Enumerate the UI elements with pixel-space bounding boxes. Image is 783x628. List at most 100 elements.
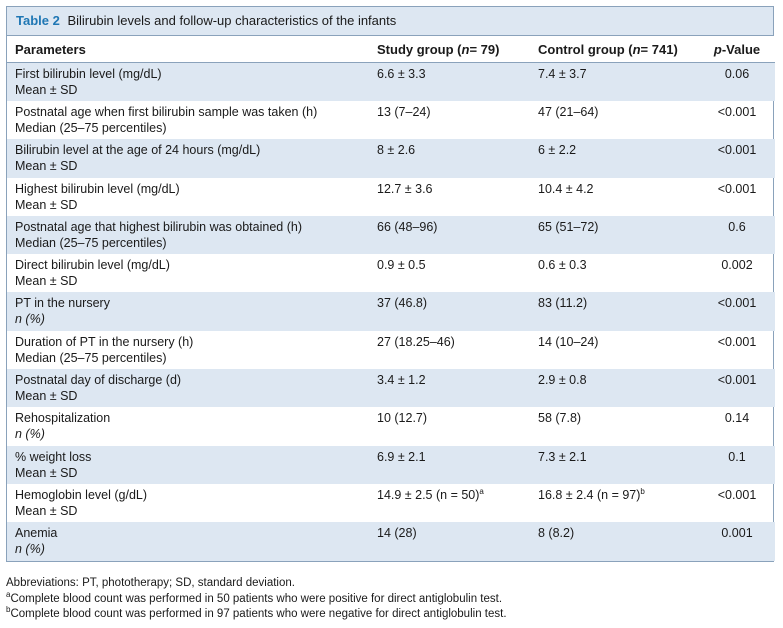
study-group-cell: 0.9 ± 0.5 (377, 258, 426, 273)
control-group-cell: 65 (51–72) (530, 215, 699, 255)
parameter-name: Anemia (15, 526, 58, 541)
p-value-cell: 0.6 (699, 215, 775, 255)
parameter-cell: Postnatal age when first bilirubin sampl… (7, 101, 369, 139)
study-group-cell: 14.9 ± 2.5 (n = 50)a (377, 486, 484, 502)
p-value-cell: 0.002 (721, 258, 753, 273)
control-group-cell: 83 (11.2) (530, 292, 699, 331)
p-value-cell: 0.06 (699, 62, 775, 101)
parameter-name: Rehospitalization (15, 411, 111, 426)
parameter-name: Duration of PT in the nursery (h) (15, 334, 194, 349)
parameter-statistic: n (%) (15, 312, 45, 327)
parameter-name: % weight loss (15, 449, 92, 464)
parameter-statistic: Median (25–75 percentiles) (15, 350, 167, 365)
table-row: Duration of PT in the nursery (h) Median … (7, 331, 775, 369)
p-value-cell: <0.001 (717, 487, 757, 502)
control-group-cell: 58 (7.8) (538, 411, 582, 426)
table-row: Hemoglobin level (g/dL) Mean ± SD 14.9 ± 2… (7, 484, 775, 522)
table-row: First bilirubin level (mg/dL) Mean ± SD 6.… (7, 62, 775, 101)
study-group-cell: 8 ± 2.6 (369, 139, 530, 178)
study-group-cell: 12.7 ± 3.6 (377, 181, 433, 196)
table-row: Highest bilirubin level (mg/dL) Mean ± SD… (7, 178, 775, 216)
parameter-name: Postnatal day of discharge (d) (15, 373, 182, 388)
study-group-cell: 6.6 ± 3.3 (369, 62, 530, 101)
p-value-cell: <0.001 (717, 105, 757, 119)
parameter-cell: PT in the nursery n (%) (7, 292, 369, 331)
parameter-statistic: Mean ± SD (15, 83, 78, 97)
parameter-statistic: Median (25–75 percentiles) (15, 121, 167, 135)
parameter-statistic: Mean ± SD (15, 197, 78, 212)
parameter-name: Highest bilirubin level (mg/dL) (15, 181, 180, 196)
parameter-name: First bilirubin level (mg/dL) (15, 67, 162, 81)
footnote-a: aComplete blood count was performed in 5… (6, 589, 503, 605)
parameter-cell: Direct bilirubin level (mg/dL) Mean ± SD (7, 254, 369, 292)
parameter-name: Direct bilirubin level (mg/dL) (15, 258, 170, 273)
study-group-cell: 3.4 ± 1.2 (369, 369, 530, 408)
parameter-name: Postnatal age when first bilirubin sampl… (15, 105, 318, 119)
control-group-cell: 7.3 ± 2.1 (530, 445, 699, 484)
header-p-value: p-Value (699, 36, 775, 63)
parameter-statistic: Mean ± SD (15, 503, 78, 518)
header-row: Parameters Study group (n= 79) Control g… (7, 36, 775, 63)
p-value-cell: 0.001 (699, 522, 775, 561)
table-label: Table 2 (16, 13, 60, 28)
p-value-cell: 0.1 (699, 445, 775, 484)
parameter-statistic: Mean ± SD (15, 274, 78, 289)
p-value-cell: <0.001 (699, 139, 775, 178)
parameter-cell: Duration of PT in the nursery (h) Median … (7, 331, 369, 369)
study-group-cell: 10 (12.7) (377, 411, 428, 426)
header-study-group: Study group (n= 79) (369, 36, 530, 63)
parameter-name: PT in the nursery (15, 296, 110, 311)
control-group-cell: 47 (21–64) (538, 105, 599, 119)
parameter-cell: First bilirubin level (mg/dL) Mean ± SD (7, 62, 369, 101)
parameter-cell: Anemia n (%) (7, 522, 369, 561)
data-table-frame: Table 2 Bilirubin levels and follow-up c… (6, 6, 775, 562)
control-group-cell: 0.6 ± 0.3 (538, 258, 587, 273)
control-group-cell: 6 ± 2.2 (530, 139, 699, 178)
table-row: Direct bilirubin level (mg/dL) Mean ± SD 0… (7, 254, 775, 292)
table-row: PT in the nursery n (%) 37 (46.8) 83 (11.2)… (7, 292, 775, 331)
footnote-b: bComplete blood count was performed in 9… (6, 605, 507, 620)
table-row: Bilirubin level at the age of 24 hours (… (7, 139, 775, 178)
study-group-cell: 37 (46.8) (369, 292, 530, 331)
parameter-name: Bilirubin level at the age of 24 hours (… (15, 143, 261, 158)
table-caption: Table 2 Bilirubin levels and follow-up c… (7, 7, 773, 36)
study-group-cell: 13 (7–24) (377, 105, 431, 119)
table-row: % weight loss Mean ± SD 6.9 ± 2.1 7.3 ± 2.1… (7, 445, 775, 484)
parameter-statistic: Mean ± SD (15, 389, 78, 404)
parameter-cell: Postnatal day of discharge (d) Mean ± SD (7, 369, 369, 408)
p-value-cell: <0.001 (699, 369, 775, 408)
p-value-cell: <0.001 (699, 292, 775, 331)
header-parameters: Parameters (7, 36, 369, 63)
p-value-cell: <0.001 (717, 181, 757, 196)
table-footnotes: Abbreviations: PT, phototherapy; SD, sta… (6, 576, 507, 623)
parameter-cell: Postnatal age that highest bilirubin was… (7, 215, 369, 255)
control-group-cell: 7.4 ± 3.7 (530, 62, 699, 101)
control-group-cell: 16.8 ± 2.4 (n = 97)b (538, 486, 645, 502)
control-group-cell: 10.4 ± 4.2 (538, 181, 594, 196)
parameter-statistic: n (%) (15, 542, 45, 557)
header-control-group: Control group (n= 741) (530, 36, 699, 63)
control-group-cell: 14 (10–24) (538, 334, 599, 349)
parameter-statistic: Mean ± SD (15, 159, 78, 174)
parameter-name: Hemoglobin level (g/dL) (15, 487, 148, 502)
footnote-abbreviations: Abbreviations: PT, phototherapy; SD, sta… (6, 577, 295, 589)
table-title: Bilirubin levels and follow-up character… (67, 13, 397, 28)
parameter-cell: Rehospitalization n (%) (7, 407, 369, 445)
table-row: Postnatal day of discharge (d) Mean ± SD 3… (7, 369, 775, 408)
parameter-statistic: n (%) (15, 427, 45, 442)
table-row: Postnatal age that highest bilirubin was… (7, 215, 775, 255)
parameter-cell: Hemoglobin level (g/dL) Mean ± SD (7, 484, 369, 522)
table-row: Postnatal age when first bilirubin sampl… (7, 101, 775, 139)
table-row: Rehospitalization n (%) 10 (12.7) 58 (7.8) 0… (7, 407, 775, 445)
parameter-statistic: Mean ± SD (15, 465, 78, 480)
parameter-cell: Bilirubin level at the age of 24 hours (… (7, 139, 369, 178)
p-value-cell: 0.14 (724, 411, 750, 426)
control-group-cell: 8 (8.2) (530, 522, 699, 561)
table-row: Anemia n (%) 14 (28) 8 (8.2) 0.001 (7, 522, 775, 561)
study-group-cell: 66 (48–96) (369, 215, 530, 255)
parameter-cell: % weight loss Mean ± SD (7, 445, 369, 484)
p-value-cell: <0.001 (717, 334, 757, 349)
bilirubin-table: Parameters Study group (n= 79) Control g… (7, 36, 775, 561)
study-group-cell: 6.9 ± 2.1 (369, 445, 530, 484)
parameter-name: Postnatal age that highest bilirubin was… (15, 219, 302, 234)
